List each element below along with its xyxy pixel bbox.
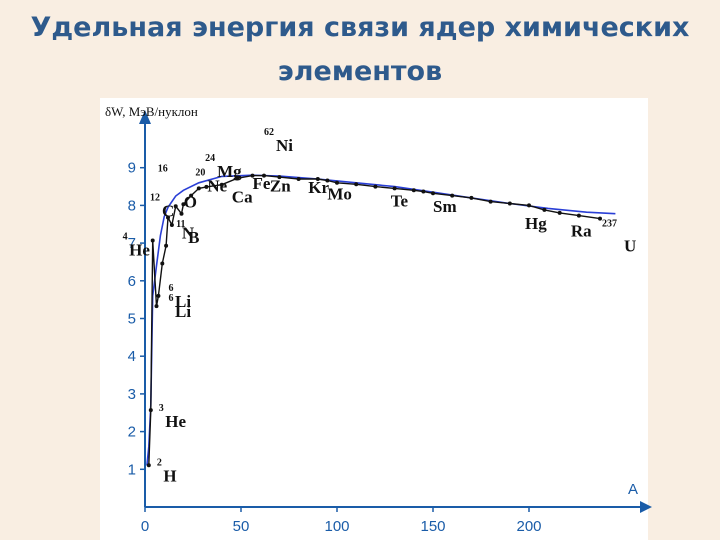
element-symbol-label: Ne [207, 176, 227, 195]
data-point [189, 193, 194, 198]
element-symbol-label: Hg [525, 214, 547, 233]
data-point [173, 204, 178, 209]
data-point [325, 178, 330, 183]
isotope-mass-number: 24 [205, 153, 215, 164]
element-symbol-label: Ni [276, 136, 293, 155]
isotope-mass-number: 12 [150, 193, 160, 204]
data-point [181, 202, 186, 207]
element-symbol-label: U [624, 237, 636, 256]
slide-title-line2: элементов [277, 56, 443, 87]
data-point [277, 175, 282, 180]
data-point [488, 199, 493, 204]
element-symbol-label: Ra [571, 222, 592, 241]
data-point [164, 243, 169, 248]
y-axis-label: δW, МэВ/нуклон [105, 104, 198, 119]
x-tick-label: 150 [420, 518, 445, 535]
data-point [160, 261, 165, 266]
element-symbol-label: Zn [270, 177, 291, 196]
data-point [557, 210, 562, 215]
data-point [450, 193, 455, 198]
isotope-mass-number: 3 [159, 403, 164, 414]
data-point [431, 191, 435, 196]
element-symbol-label: H [163, 467, 176, 486]
data-point [262, 173, 266, 178]
data-point [315, 177, 320, 181]
x-axis-arrow [640, 501, 652, 513]
data-point [576, 213, 581, 218]
data-point [542, 207, 547, 212]
data-point [598, 216, 602, 221]
isotope-mass-number: 20 [195, 167, 205, 178]
x-tick-label: 0 [141, 518, 149, 535]
element-symbol-label: C [162, 202, 174, 221]
y-tick-label: 3 [128, 386, 136, 403]
element-symbol-label: N [182, 223, 195, 242]
isotope-mass-number: 62 [264, 127, 274, 138]
data-point [166, 215, 170, 220]
data-point [150, 238, 155, 243]
data-point [507, 201, 512, 206]
data-point [373, 184, 378, 189]
x-tick-label: 100 [324, 518, 349, 535]
y-tick-label: 6 [128, 273, 136, 290]
element-symbol-label: Ca [232, 188, 253, 207]
y-tick-label: 1 [128, 461, 136, 478]
data-point [154, 304, 159, 309]
element-symbol-label: Mg [217, 162, 242, 181]
data-point [156, 293, 161, 298]
data-point [169, 223, 174, 227]
element-symbol-label: B [188, 228, 199, 247]
isotope-mass-number: 6 [169, 283, 174, 294]
data-point [146, 463, 151, 468]
data-point [235, 176, 240, 181]
data-point [148, 408, 153, 413]
chart-panel [100, 98, 648, 540]
y-tick-label: 8 [128, 197, 136, 214]
isotope-mass-number: 237 [602, 218, 617, 229]
y-tick-label: 9 [128, 160, 136, 177]
isotope-mass-number: 4 [123, 231, 128, 242]
element-symbol-label: Fe [253, 174, 271, 193]
element-symbol-label: Te [391, 191, 409, 210]
data-point [250, 173, 255, 178]
data-point [527, 203, 531, 208]
x-tick-label: 50 [233, 518, 250, 535]
data-point [421, 189, 426, 194]
data-point [411, 188, 416, 193]
isotope-mass-number: 6 [169, 293, 174, 304]
y-tick-label: 2 [128, 424, 136, 441]
data-point [354, 182, 359, 187]
data-point [196, 186, 201, 191]
isotope-mass-number: 11 [176, 219, 185, 230]
data-point [296, 177, 301, 181]
element-symbol-label: Li [175, 302, 191, 321]
element-symbol-label: Sm [433, 197, 457, 216]
element-symbol-label: O [184, 192, 197, 211]
x-tick-label: 200 [516, 518, 541, 535]
data-point [204, 184, 209, 189]
element-symbol-label: Li [175, 292, 191, 311]
y-axis-arrow [139, 110, 151, 124]
data-point [469, 195, 474, 200]
isotope-mass-number: 16 [158, 163, 168, 174]
data-point [335, 180, 339, 185]
data-point [219, 182, 224, 187]
y-tick-label: 7 [128, 235, 136, 252]
element-symbol-label: He [165, 412, 186, 431]
element-symbol-label: Mo [327, 185, 352, 204]
element-symbol-label: He [129, 240, 150, 259]
y-tick-label: 5 [128, 311, 136, 328]
slide-title-line1: Удельная энергия связи ядер химических [30, 12, 690, 43]
y-tick-label: 4 [128, 348, 136, 365]
isotope-mass-number: 2 [157, 458, 162, 469]
data-point [179, 211, 184, 216]
x-axis-label: A [628, 481, 638, 498]
data-point [392, 186, 397, 191]
element-symbol-label: Kr [308, 178, 329, 197]
